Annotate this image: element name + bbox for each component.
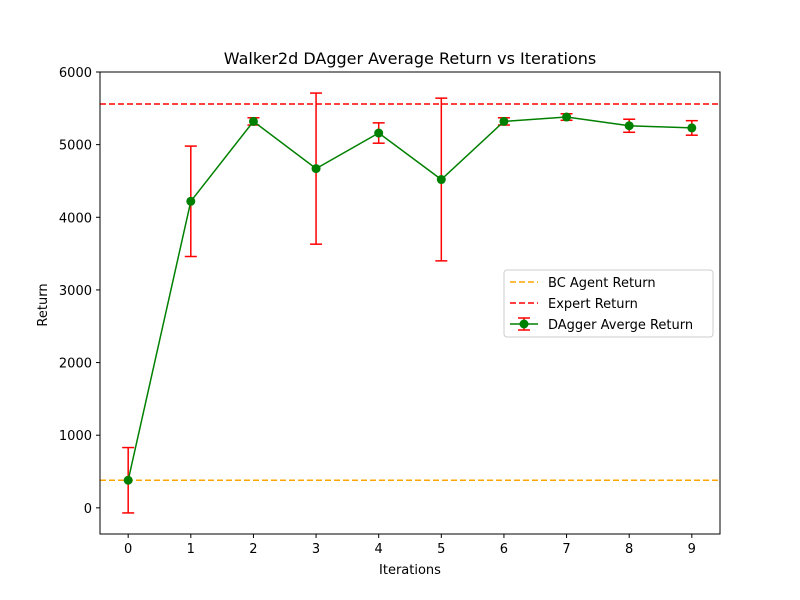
chart-title: Walker2d DAgger Average Return vs Iterat… [224, 49, 596, 68]
legend: BC Agent Return Expert Return DAgger Aver… [503, 269, 714, 338]
data-point [562, 112, 572, 122]
axes-layer: 0 1 2 3 4 5 6 7 8 9 0 1000 2000 3000 4000 5000 6000 [59, 66, 696, 557]
plot-layer [100, 92, 720, 514]
data-point [186, 196, 196, 206]
y-axis-label: Return [36, 283, 51, 326]
legend-label: Expert Return [548, 297, 638, 312]
data-point [311, 164, 321, 174]
data-point [436, 175, 446, 185]
data-point [687, 123, 697, 133]
legend-box [503, 269, 714, 338]
y-tick-label: 6000 [59, 66, 92, 81]
x-tick-label: 5 [437, 542, 445, 557]
x-tick-label: 1 [187, 542, 195, 557]
x-tick-label: 2 [249, 542, 257, 557]
y-tick-label: 3000 [59, 284, 92, 299]
data-point [374, 128, 384, 138]
legend-swatch-marker [519, 319, 529, 329]
y-tick-label: 1000 [59, 429, 92, 444]
series-line [127, 116, 692, 481]
legend-label: BC Agent Return [548, 276, 656, 291]
plot-frame [99, 71, 721, 535]
y-tick-label: 0 [84, 502, 92, 517]
data-point [248, 116, 258, 126]
data-point [499, 116, 509, 126]
legend-label: DAgger Averge Return [548, 318, 693, 333]
x-tick-label: 4 [375, 542, 383, 557]
data-point [123, 475, 133, 485]
x-tick-label: 7 [562, 542, 570, 557]
x-tick-label: 9 [688, 542, 696, 557]
x-axis-label: Iterations [379, 563, 441, 578]
x-tick-label: 8 [625, 542, 633, 557]
x-tick-label: 6 [500, 542, 508, 557]
x-tick-label: 3 [312, 542, 320, 557]
y-tick-label: 2000 [59, 357, 92, 372]
y-tick-label: 5000 [59, 139, 92, 154]
x-tick-label: 0 [124, 542, 132, 557]
y-tick-label: 4000 [59, 211, 92, 226]
data-point [624, 121, 634, 131]
